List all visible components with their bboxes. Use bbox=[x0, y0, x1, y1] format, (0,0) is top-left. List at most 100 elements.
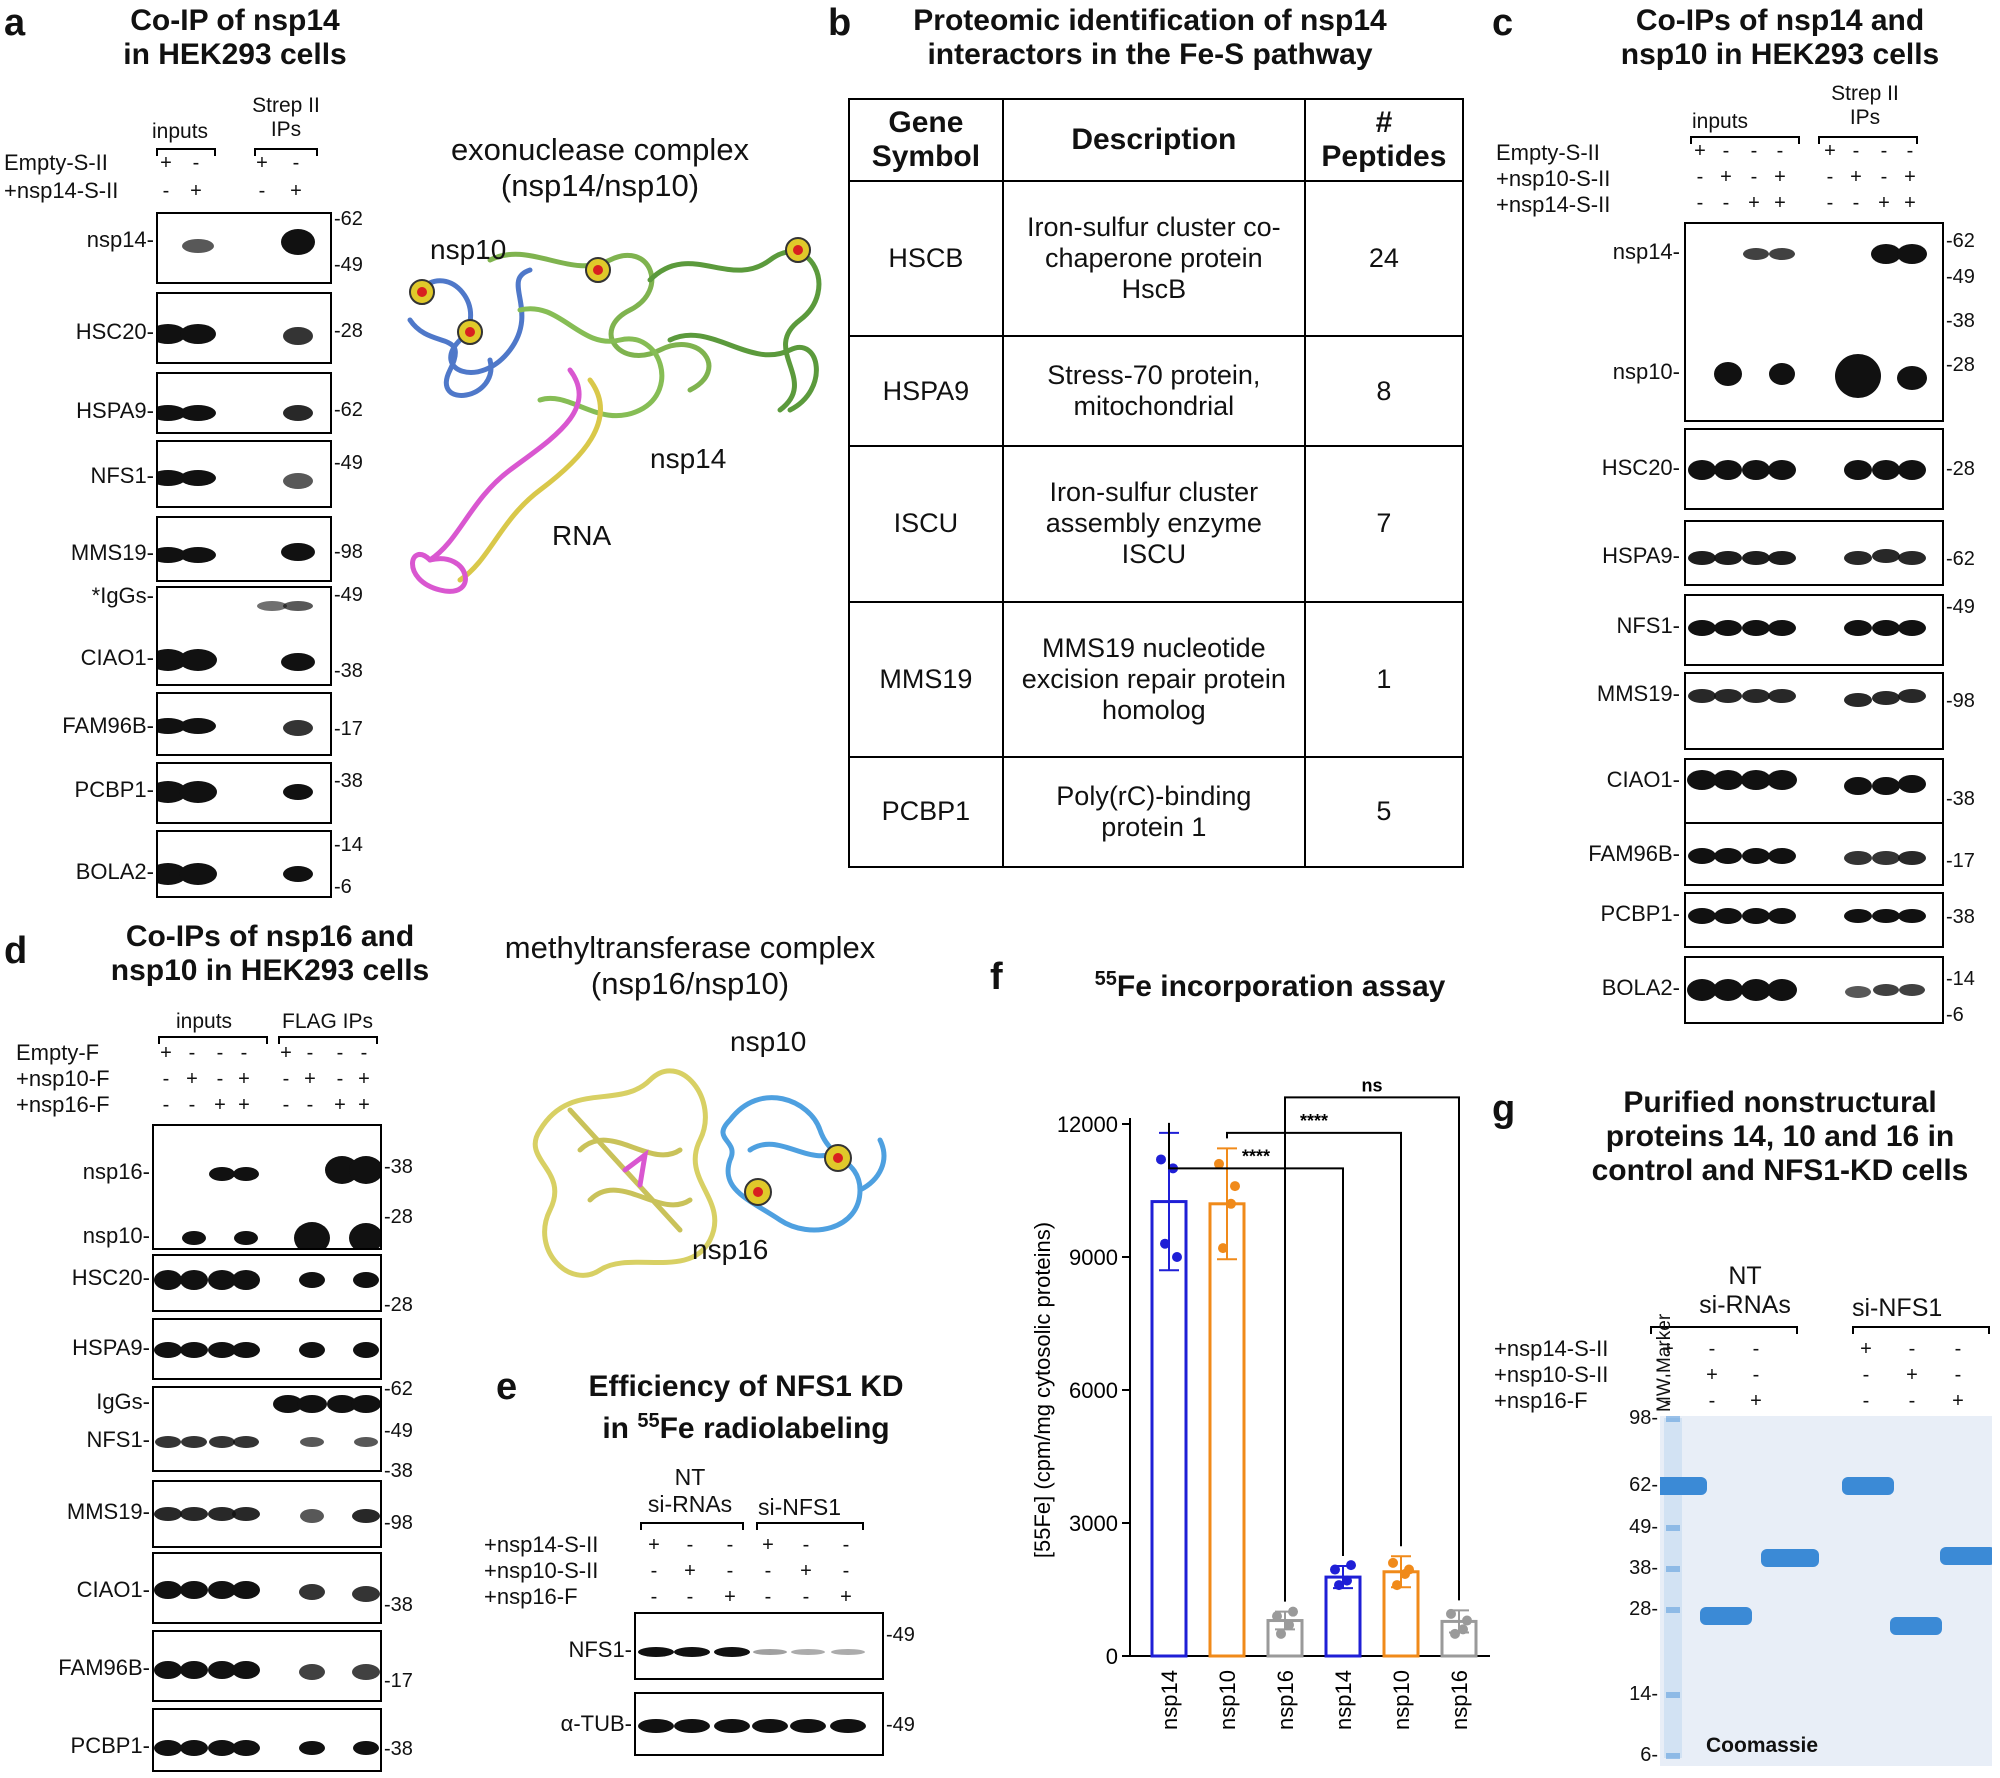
panel-g-mark: + bbox=[1750, 1390, 1762, 1412]
panel-c-band bbox=[1872, 851, 1900, 865]
panel-g-mark: - bbox=[1954, 1338, 1962, 1360]
panel-d-mark: + bbox=[358, 1068, 370, 1090]
data-point-3-1 bbox=[1342, 1575, 1352, 1586]
panel-c-band bbox=[1873, 984, 1899, 996]
panel-e-cond-nsp16: +nsp16-F bbox=[484, 1584, 578, 1609]
panel-d-cond-empty: Empty-F bbox=[16, 1040, 100, 1065]
panel-d-title: Co-IPs of nsp16 and nsp10 in HEK293 cell… bbox=[80, 920, 460, 988]
gene-cell: MMS19 bbox=[848, 600, 1004, 758]
panel-c-band bbox=[1872, 620, 1900, 636]
panel-g-mark: - bbox=[1708, 1390, 1716, 1412]
y-tick-label: 12000 bbox=[1057, 1112, 1118, 1137]
description-cell: Stress-70 protein, mitochondrial bbox=[1001, 335, 1306, 448]
panel-d-title-line1: Co-IPs of nsp16 and bbox=[125, 920, 415, 953]
panel-c-mark: + bbox=[1850, 166, 1862, 188]
panel-c-cond-nsp14: +nsp14-S-II bbox=[1496, 192, 1611, 217]
panel-c-mw-label: -38 bbox=[1946, 788, 1975, 810]
panel-c-band bbox=[1768, 689, 1796, 703]
panel-c-title-line1: Co-IPs of nsp14 and bbox=[1635, 4, 1925, 37]
panel-c-letter: c bbox=[1492, 2, 1514, 44]
panel-d-band bbox=[300, 1509, 324, 1523]
data-point-1-3 bbox=[1230, 1181, 1240, 1192]
fe55-bar-chart: 0 3000 6000 9000 12000 [55Fe] (cpm/mg cytosol… bbox=[1030, 1075, 1490, 1730]
panel-d-band bbox=[233, 1167, 259, 1181]
panel-g-sinfs1-bracket bbox=[1852, 1326, 1990, 1334]
panel-c-band bbox=[1713, 979, 1743, 1001]
panel-c-mark: - bbox=[1826, 166, 1834, 188]
panel-d-band bbox=[351, 1395, 380, 1413]
panel-g-title: Purified nonstructural proteins 14, 10 a… bbox=[1560, 1086, 2000, 1188]
panel-e-mark: - bbox=[802, 1586, 810, 1608]
bar-1 bbox=[1208, 1202, 1246, 1658]
panel-a-band bbox=[283, 720, 313, 736]
panel-e-group-sinfs1: si-NFS1 bbox=[758, 1494, 842, 1520]
panel-c-blot-4 bbox=[1684, 672, 1944, 750]
panel-c-band bbox=[1899, 984, 1925, 996]
panel-a-mark: - bbox=[292, 152, 300, 174]
panel-a-band bbox=[179, 781, 217, 803]
data-point-2-1 bbox=[1284, 1619, 1294, 1630]
data-point-2-2 bbox=[1276, 1628, 1286, 1639]
panel-g-mark: - bbox=[1752, 1364, 1760, 1386]
panel-e-mark: - bbox=[726, 1560, 734, 1582]
panel-d-blot-3 bbox=[152, 1386, 382, 1472]
description-cell: Iron-sulfur cluster assembly enzyme ISCU bbox=[1001, 445, 1306, 603]
mtase-structure-title: methyltransferase complex (nsp16/nsp10) bbox=[490, 930, 890, 1002]
panel-c-mark: - bbox=[1776, 140, 1784, 162]
peptides-cell: 1 bbox=[1303, 600, 1465, 758]
panel-g-mark: + bbox=[1906, 1364, 1918, 1386]
panel-c-band bbox=[1768, 908, 1796, 924]
panel-d-band bbox=[180, 1740, 208, 1756]
panel-d-band bbox=[233, 1436, 259, 1448]
panel-g-group-sinfs1: si-NFS1 bbox=[1852, 1294, 1943, 1322]
panel-c-band bbox=[1688, 689, 1716, 703]
panel-d-protein-label: PCBP1- bbox=[70, 1733, 150, 1758]
panel-c-mw-label: -49 bbox=[1946, 266, 1975, 288]
panel-c-mark: + bbox=[1774, 166, 1786, 188]
panel-d-blot-2 bbox=[152, 1318, 382, 1380]
gene-cell: HSCB bbox=[848, 179, 1004, 338]
panel-c-band bbox=[1713, 770, 1743, 790]
panel-c-cond-empty: Empty-S-II bbox=[1496, 140, 1600, 165]
panel-d-blot-6 bbox=[152, 1630, 382, 1702]
panel-g-mark: - bbox=[1862, 1364, 1870, 1386]
panel-b-letter: b bbox=[828, 2, 852, 44]
panel-d-mark: - bbox=[216, 1068, 224, 1090]
panel-c-band bbox=[1742, 908, 1770, 924]
panel-d-band bbox=[299, 1741, 325, 1755]
mtase-label-nsp10: nsp10 bbox=[730, 1026, 807, 1057]
col-header-description: Description bbox=[1001, 98, 1306, 182]
panel-d-mark: - bbox=[306, 1042, 314, 1064]
panel-f-title-sup: 55 bbox=[1094, 968, 1117, 990]
panel-a-mark: - bbox=[258, 180, 266, 202]
panel-a-mw-label: -38 bbox=[334, 660, 363, 682]
panel-c-mark: - bbox=[1696, 166, 1704, 188]
y-tick-label: 6000 bbox=[1069, 1378, 1118, 1403]
panel-d-band bbox=[154, 1581, 182, 1599]
panel-d-protein-label: IgGs- bbox=[96, 1389, 150, 1414]
panel-d-blot-7 bbox=[152, 1708, 382, 1772]
y-tick-label: 0 bbox=[1106, 1644, 1118, 1669]
gel-protein-band bbox=[1890, 1617, 1942, 1635]
panel-c-band bbox=[1688, 460, 1716, 480]
panel-c-mw-label: -62 bbox=[1946, 548, 1975, 570]
panel-d-band bbox=[180, 1270, 208, 1290]
panel-d-band bbox=[273, 1395, 303, 1413]
panel-c-protein-label: CIAO1- bbox=[1606, 767, 1680, 792]
panel-d-flag-bracket bbox=[278, 1036, 378, 1044]
panel-g-mark: - bbox=[1862, 1390, 1870, 1412]
panel-c-band bbox=[1714, 460, 1742, 480]
panel-e-title-line1: Efficiency of NFS1 KD bbox=[588, 1370, 904, 1403]
panel-d-band bbox=[180, 1581, 208, 1599]
panel-c-mark: + bbox=[1720, 166, 1732, 188]
ladder-band bbox=[1666, 1416, 1680, 1422]
panel-f-letter: f bbox=[990, 956, 1003, 998]
panel-d-mark: + bbox=[160, 1042, 172, 1064]
panel-d-band bbox=[155, 1436, 181, 1448]
panel-a-inputs-header: inputs bbox=[152, 120, 209, 143]
panel-c-mw-label: -28 bbox=[1946, 458, 1975, 480]
gel-protein-band bbox=[1842, 1477, 1894, 1495]
panel-e-band bbox=[674, 1647, 710, 1657]
panel-a-mw-label: -49 bbox=[334, 452, 363, 474]
panel-d-band bbox=[352, 1664, 380, 1680]
